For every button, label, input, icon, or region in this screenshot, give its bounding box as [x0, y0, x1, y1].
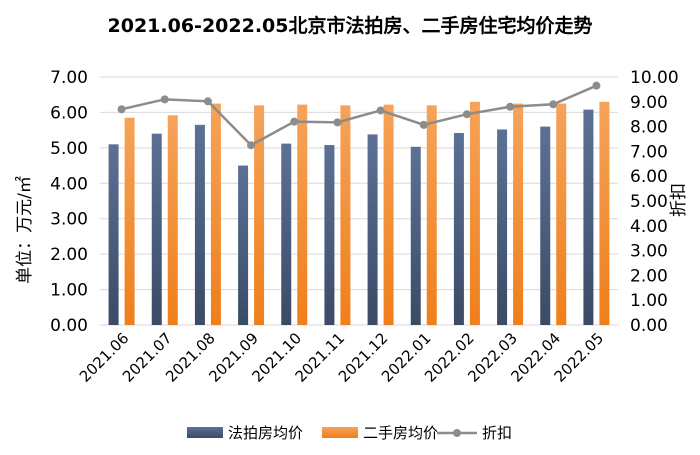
y-tick-right-label: 5.00: [630, 192, 668, 212]
bar-auction-price: [367, 134, 378, 325]
y-tick-left-label: 4.00: [50, 174, 88, 194]
y-axis-left-ticks: 0.00 1.00 2.00 3.00 4.00 5.00 6.00 7.00: [50, 68, 88, 336]
y-tick-right-label: 9.00: [630, 93, 668, 113]
y-tick-right-label: 7.00: [630, 142, 668, 162]
bar-auction-price: [583, 109, 594, 325]
discount-point: [592, 81, 601, 90]
discount-point: [376, 106, 385, 115]
y-tick-left-label: 7.00: [50, 68, 88, 88]
bar-auction-price: [324, 145, 335, 325]
y-tick-right-label: 6.00: [630, 167, 668, 187]
discount-point: [247, 141, 256, 150]
discount-line-path: [121, 84, 597, 147]
y-tick-right-label: 10.00: [630, 68, 679, 88]
legend-label-discount: 折扣: [482, 424, 512, 442]
bar-auction-price: [410, 146, 421, 325]
y-tick-left-label: 2.00: [50, 245, 88, 265]
bar-auction-price: [497, 129, 508, 325]
legend-marker-discount: [453, 429, 461, 437]
discount-line: [117, 81, 601, 150]
chart-title: 2021.06-2022.05北京市法拍房、二手房住宅均价走势: [108, 14, 593, 37]
discount-point: [117, 105, 126, 114]
y-tick-right-label: 3.00: [630, 242, 668, 262]
bar-resale-price: [513, 103, 524, 325]
bar-auction-price: [108, 144, 119, 325]
y-tick-left-label: 6.00: [50, 103, 88, 123]
legend-label-auction: 法拍房均价: [228, 424, 303, 442]
bar-resale-price: [124, 117, 135, 325]
bars: [108, 101, 610, 326]
y-tick-right-label: 1.00: [630, 291, 668, 311]
y-tick-right-label: 4.00: [630, 217, 668, 237]
bar-resale-price: [167, 115, 178, 326]
bar-auction-price: [151, 133, 162, 325]
bar-resale-price: [297, 104, 308, 326]
discount-point: [203, 97, 212, 106]
bar-resale-price: [383, 104, 394, 326]
y-axis-left-label: 单位：万元/㎡: [15, 176, 35, 284]
y-tick-right-label: 0.00: [630, 316, 668, 336]
discount-point: [419, 120, 428, 129]
bar-auction-price: [540, 126, 551, 325]
bar-resale-price: [426, 105, 437, 325]
bar-resale-price: [254, 105, 265, 325]
discount-point: [549, 100, 558, 109]
bar-resale-price: [599, 101, 610, 325]
discount-point: [290, 117, 299, 126]
y-tick-left-label: 3.00: [50, 210, 88, 230]
gridlines: [100, 76, 618, 326]
y-tick-right-label: 8.00: [630, 118, 668, 138]
bar-auction-price: [453, 132, 464, 325]
y-tick-left-label: 5.00: [50, 139, 88, 159]
y-tick-left-label: 0.00: [50, 316, 88, 336]
y-tick-right-label: 2.00: [630, 266, 668, 286]
y-axis-right-label: 折扣: [669, 183, 689, 217]
y-tick-left-label: 1.00: [50, 281, 88, 301]
discount-point: [160, 95, 169, 104]
bar-resale-price: [556, 103, 567, 325]
bar-resale-price: [210, 103, 221, 325]
discount-point: [462, 110, 471, 119]
legend-label-resale: 二手房均价: [363, 424, 438, 442]
legend-swatch-resale: [322, 427, 358, 438]
bar-auction-price: [194, 124, 205, 325]
bar-resale-price: [469, 101, 480, 325]
bar-resale-price: [340, 105, 351, 325]
x-axis-ticks: 2021.062021.072021.082021.092021.102021.…: [76, 329, 607, 386]
y-axis-right-ticks: 0.00 1.00 2.00 3.00 4.00 5.00 6.00 7.00 8.00 9.00…: [630, 68, 679, 336]
discount-point: [333, 118, 342, 127]
legend-swatch-auction: [187, 427, 223, 438]
bar-auction-price: [281, 143, 292, 325]
legend: 法拍房均价 二手房均价 折扣: [187, 424, 512, 442]
bar-auction-price: [238, 165, 249, 325]
discount-point: [506, 102, 515, 111]
